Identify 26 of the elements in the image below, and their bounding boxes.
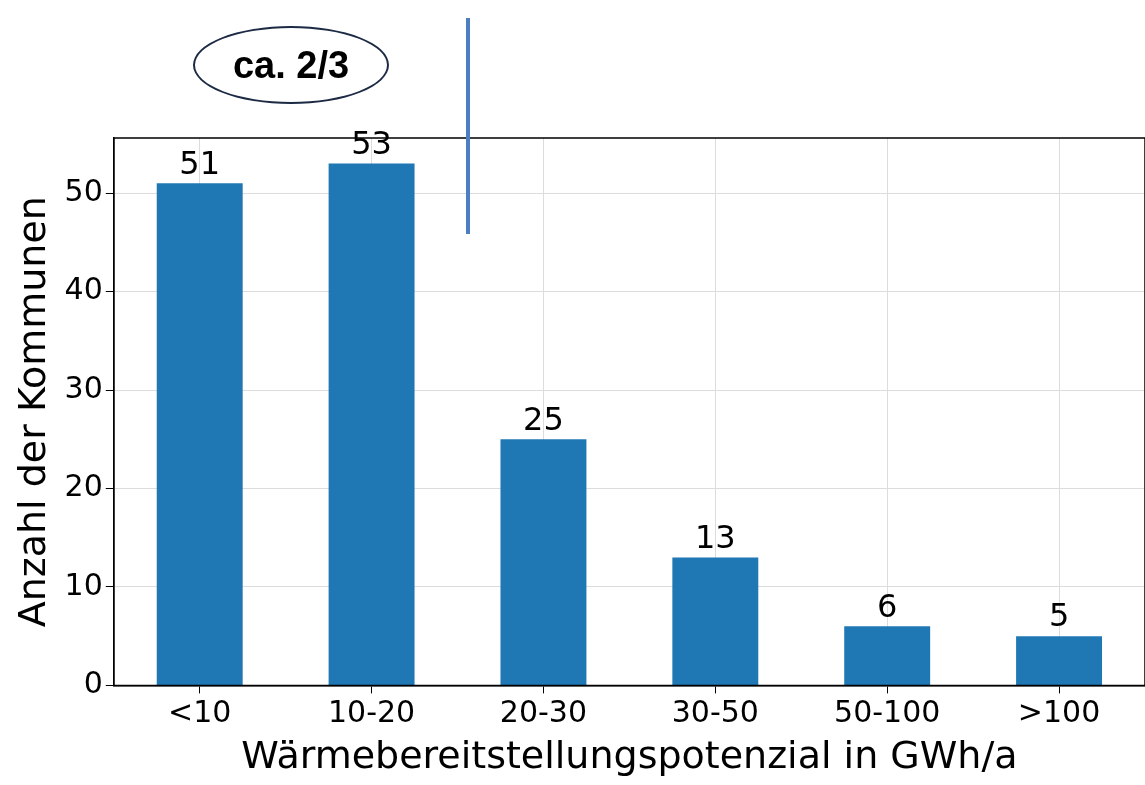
y-tick-label: 20 — [64, 468, 103, 504]
x-tick-label: >100 — [1017, 694, 1101, 730]
x-axis-title: Wärmebereitstellungspotenzial in GWh/a — [241, 733, 1018, 778]
x-tick-label: 20-30 — [499, 694, 588, 730]
bar — [500, 439, 587, 685]
y-tick-label: 10 — [64, 566, 103, 602]
y-tick-label: 30 — [64, 369, 103, 405]
y-tick-label: 0 — [83, 665, 103, 701]
x-tick-label: 10-20 — [327, 694, 416, 730]
x-tick-label: <10 — [168, 694, 232, 730]
data-label: 51 — [179, 143, 221, 182]
bar — [844, 626, 931, 685]
ellipse-outline: ca. 2/3 — [193, 26, 389, 104]
bar — [328, 163, 415, 685]
bar — [672, 557, 759, 685]
y-tick-label: 40 — [64, 271, 103, 307]
x-tick-label: 30-50 — [671, 694, 759, 730]
data-label: 5 — [1048, 596, 1070, 635]
data-label: 13 — [694, 517, 736, 556]
bar — [1016, 636, 1103, 685]
y-tick-label: 50 — [64, 172, 103, 208]
y-axis-title: Anzahl der Kommunen — [9, 196, 54, 628]
data-label: 25 — [523, 399, 564, 438]
data-label: 6 — [877, 586, 898, 625]
x-tick-label: 50-100 — [834, 694, 941, 730]
bar — [156, 183, 243, 685]
